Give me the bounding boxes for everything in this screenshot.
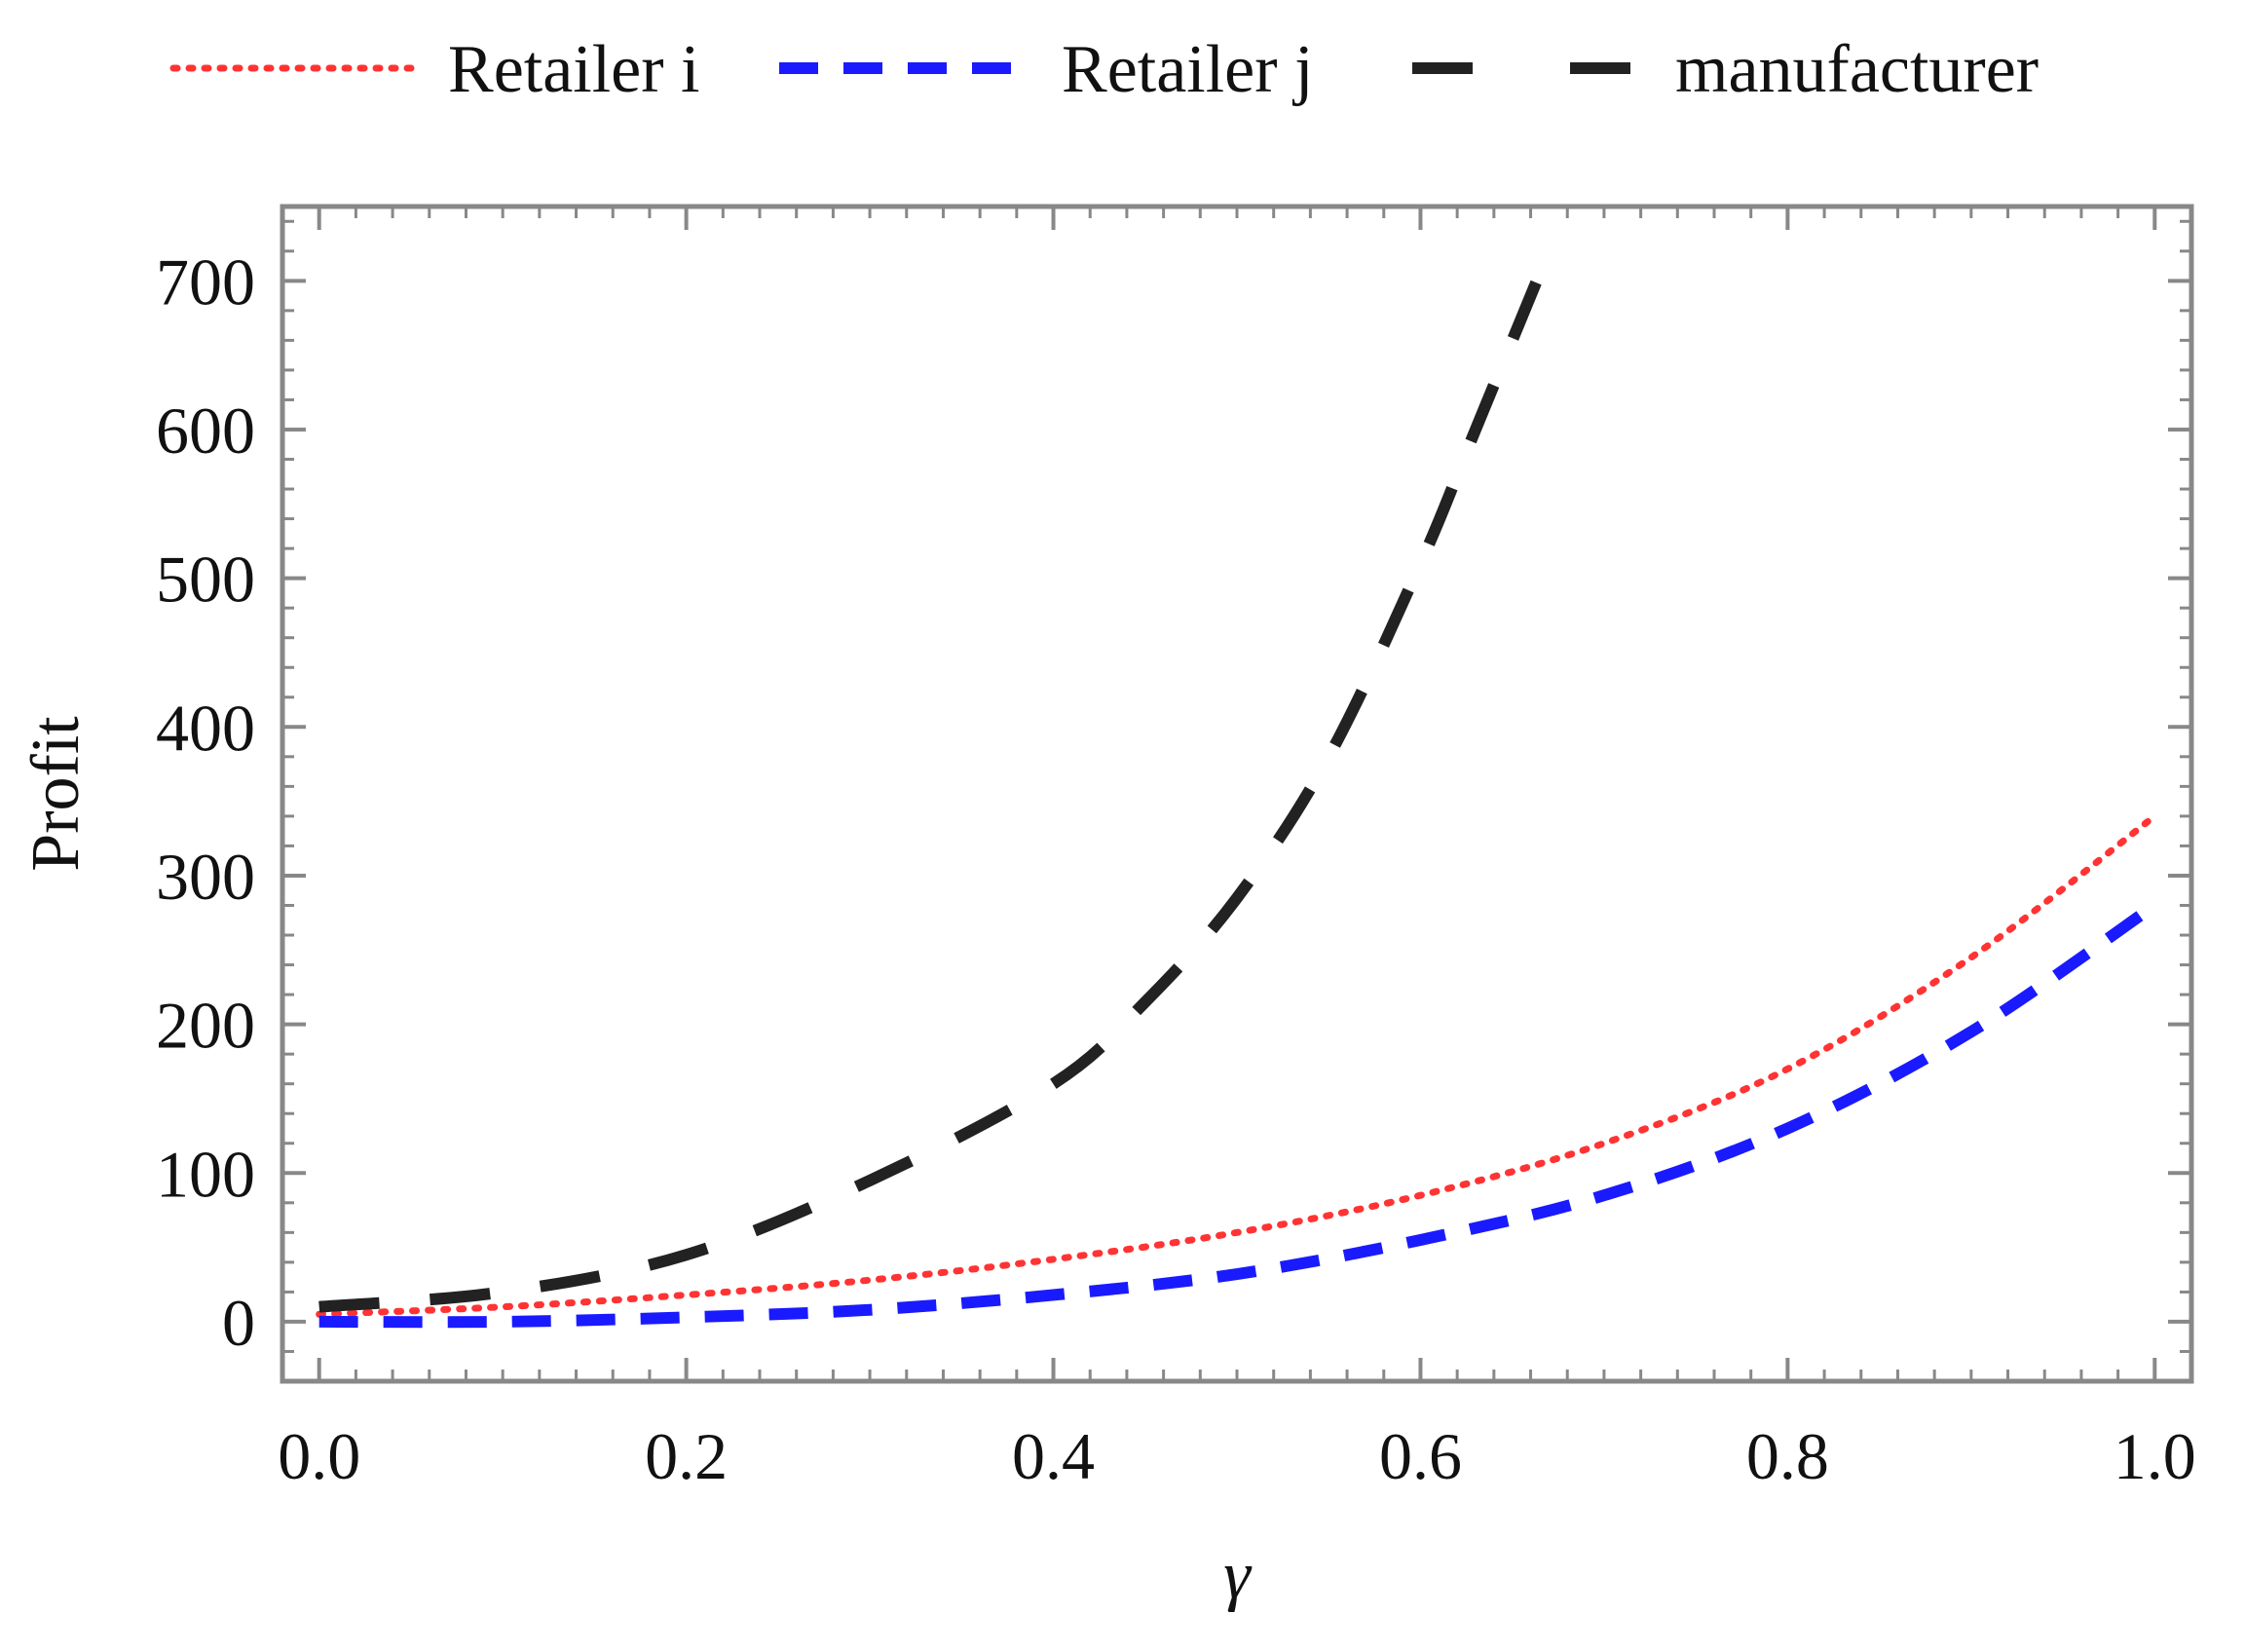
y-tick-label: 600 [156, 394, 255, 468]
x-axis-title: γ [1223, 1538, 1253, 1613]
y-tick-label: 400 [156, 691, 255, 765]
legend-label-0: Retailer i [448, 32, 700, 107]
tick-labels: 0.0 0.2 0.4 0.6 0.8 1.0 0 100 200 300 400 500 600 700 [156, 244, 2196, 1493]
y-tick-label: 0 [222, 1286, 255, 1360]
series-layer [316, 248, 2158, 1329]
x-tick-label: 0.4 [1012, 1419, 1095, 1493]
y-tick-label: 700 [156, 244, 255, 319]
series-line-1 [318, 900, 2158, 1329]
legend-label-2: manufacturer [1675, 32, 2039, 107]
y-tick-label: 100 [156, 1137, 255, 1211]
series-line-0 [316, 812, 2158, 1318]
x-tick-label: 0.0 [278, 1419, 360, 1493]
x-tick-label: 0.8 [1746, 1419, 1829, 1493]
x-tick-label: 0.6 [1379, 1419, 1462, 1493]
y-tick-label: 300 [156, 840, 255, 914]
y-tick-label: 200 [156, 989, 255, 1063]
y-axis-title: Profit [19, 716, 94, 872]
x-tick-label: 0.2 [645, 1419, 728, 1493]
x-tick-label: 1.0 [2114, 1419, 2196, 1493]
legend: Retailer i Retailer j manufacturer [169, 32, 2039, 107]
series-line-2 [318, 248, 1554, 1313]
plot-frame [280, 204, 2194, 1384]
axis-ticks [282, 206, 2191, 1381]
legend-label-1: Retailer j [1062, 32, 1314, 107]
y-tick-label: 500 [156, 543, 255, 617]
